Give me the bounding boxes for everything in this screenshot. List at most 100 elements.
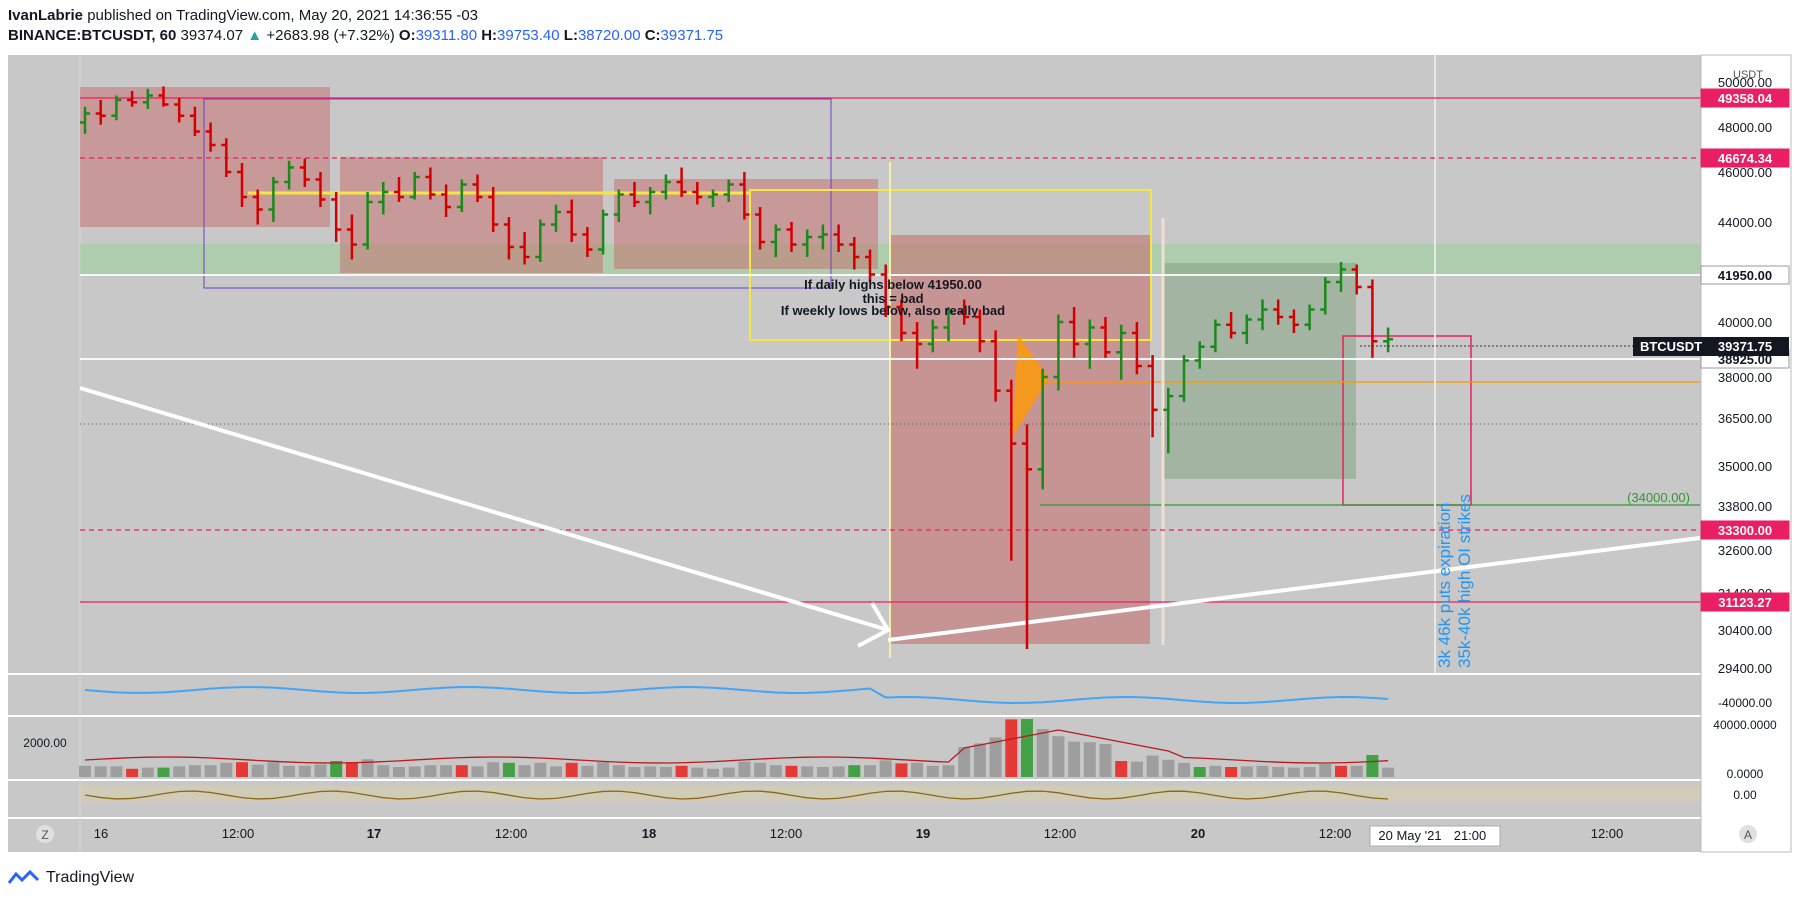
candle-79 — [1320, 277, 1331, 315]
y-tick-label-2: 46000.00 — [1718, 165, 1772, 180]
volume-bar-68 — [1146, 755, 1159, 777]
x-tick-label-4: 18 — [642, 826, 656, 841]
volume-bar-59 — [1005, 719, 1018, 777]
price-level-badge-2 — [1700, 265, 1790, 285]
price-axis-bg[interactable] — [1700, 54, 1792, 853]
price-level-badge-4 — [1700, 520, 1790, 540]
volume-bar-9 — [220, 762, 233, 777]
candle-65 — [1100, 317, 1111, 358]
symbol-label[interactable]: BINANCE:BTCUSDT, 60 — [8, 27, 177, 44]
zoom-button-icon[interactable] — [36, 825, 54, 843]
volume-bar-18 — [361, 759, 374, 777]
candle-32 — [582, 227, 593, 257]
y-tick-label-4: 40000.00 — [1718, 315, 1772, 330]
close-value: 39371.75 — [660, 27, 724, 44]
publish-line: IvanLabrie published on TradingView.com,… — [8, 6, 1788, 26]
candle-55 — [943, 307, 954, 342]
volume-bar-45 — [785, 765, 798, 777]
volume-bar-56 — [958, 747, 971, 777]
volume-bar-33 — [597, 762, 610, 777]
volume-bar-60 — [1021, 719, 1033, 777]
price-level-label-5: 31123.27 — [1718, 595, 1772, 610]
indicator1-label: -40000.00 — [1718, 696, 1772, 710]
candle-37 — [660, 174, 671, 200]
volume-bar-25 — [471, 766, 484, 777]
time-cursor-label: 20 May '21 — [1378, 828, 1441, 843]
candle-10 — [237, 163, 247, 207]
y-tick-label-8: 33800.00 — [1718, 499, 1772, 514]
time-cursor-badge[interactable] — [1369, 825, 1501, 847]
x-tick-label-1: 12:00 — [222, 826, 255, 841]
volume-bar-76 — [1272, 767, 1285, 777]
candle-2 — [111, 95, 122, 121]
candle-83 — [1383, 327, 1394, 353]
time-cursor-label-2: 21:00 — [1454, 828, 1487, 843]
yellow-range-box — [749, 189, 1152, 341]
candle-49 — [849, 237, 860, 270]
volume-bar-63 — [1068, 741, 1081, 777]
volume-bar-58 — [989, 737, 1002, 777]
candle-82 — [1367, 279, 1378, 358]
volume-bar-6 — [173, 766, 186, 777]
candle-1 — [95, 100, 106, 125]
volume-bar-70 — [1178, 762, 1190, 777]
volume-bar-30 — [550, 766, 562, 777]
candle-26 — [488, 187, 499, 232]
volume-bar-27 — [502, 762, 515, 777]
candle-69 — [1163, 387, 1174, 454]
change-text: +2683.98 (+7.32%) — [266, 27, 395, 44]
price-level-badge-1 — [1700, 148, 1790, 168]
candle-56 — [959, 299, 970, 325]
annotation-oi-strikes: 35k-40k high OI strikes — [1455, 494, 1474, 668]
candle-19 — [378, 182, 389, 215]
candle-28 — [519, 232, 530, 265]
candle-16 — [331, 192, 342, 242]
candle-11 — [252, 189, 263, 225]
volume-bar-65 — [1099, 744, 1112, 777]
volume-bar-20 — [393, 767, 405, 777]
volume-bar-11 — [251, 764, 264, 777]
candle-80 — [1336, 262, 1346, 292]
volume-bar-49 — [848, 765, 861, 777]
volume-max-label: 40000.0000 — [1713, 718, 1777, 732]
candle-27 — [503, 217, 514, 260]
volume-bar-61 — [1036, 729, 1049, 777]
annotation-puts-expiration: 3k 46k puts expiration — [1435, 503, 1454, 668]
candle-60 — [1022, 424, 1032, 649]
volume-bar-24 — [455, 765, 468, 777]
annotation-this-bad: this = bad — [862, 291, 923, 306]
candle-71 — [1194, 341, 1205, 369]
indicator2-band — [80, 786, 1700, 802]
volume-bar-29 — [534, 762, 547, 777]
tradingview-brand[interactable]: TradingView — [46, 869, 135, 886]
volume-bar-73 — [1225, 767, 1238, 777]
last-price-value: 39371.75 — [1718, 339, 1772, 354]
candle-42 — [739, 172, 750, 220]
author-name[interactable]: IvanLabrie — [8, 7, 84, 24]
volume-left-label: 2000.00 — [23, 736, 67, 750]
candle-25 — [472, 174, 483, 202]
y-tick-label-12: 29400.00 — [1718, 661, 1772, 676]
candle-62 — [1053, 314, 1064, 391]
volume-bar-79 — [1319, 764, 1332, 777]
y-tick-label-7: 35000.00 — [1718, 459, 1772, 474]
candle-68 — [1147, 355, 1158, 438]
candle-61 — [1037, 368, 1048, 490]
auto-scale-button-icon[interactable] — [1739, 825, 1757, 843]
candle-9 — [221, 138, 232, 177]
x-tick-label-9: 12:00 — [1319, 826, 1352, 841]
candle-38 — [676, 167, 687, 197]
candle-13 — [284, 160, 295, 190]
volume-bar-1 — [94, 766, 107, 777]
x-tick-label-2: 17 — [367, 826, 381, 841]
close-label: C: — [644, 27, 661, 44]
volume-bar-4 — [141, 767, 154, 777]
volume-bar-15 — [314, 764, 327, 777]
candle-63 — [1069, 307, 1080, 358]
candle-59 — [1006, 379, 1017, 561]
candle-66 — [1116, 324, 1127, 380]
volume-bar-66 — [1115, 761, 1128, 777]
x-tick-label-8: 20 — [1191, 826, 1205, 841]
volume-bar-5 — [157, 767, 170, 777]
